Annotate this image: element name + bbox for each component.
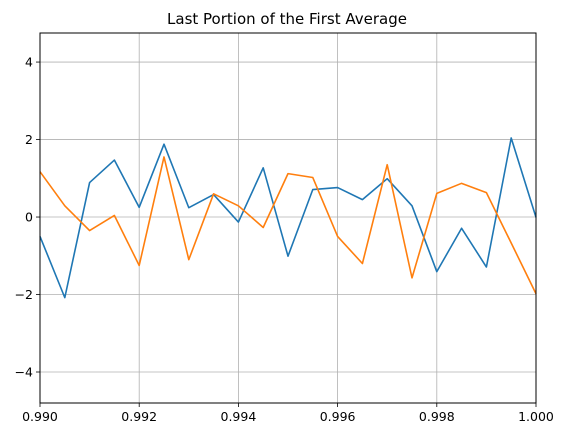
y-tick-label: 4 xyxy=(25,55,33,70)
x-tick-label: 0.994 xyxy=(221,409,257,424)
x-tick-label: 0.996 xyxy=(320,409,356,424)
grid xyxy=(39,33,537,403)
y-tick-label: 0 xyxy=(25,210,33,225)
y-tick-label: −4 xyxy=(15,365,33,380)
y-axis: −4 −2 0 2 4 xyxy=(15,55,40,380)
plot-frame xyxy=(39,32,537,404)
x-tick-label: 0.992 xyxy=(121,409,157,424)
y-tick-label: 2 xyxy=(25,132,33,147)
x-tick-label: 0.990 xyxy=(22,409,58,424)
y-tick-label: −2 xyxy=(15,287,33,302)
x-tick-label: 1.000 xyxy=(518,409,554,424)
plot-series xyxy=(39,137,537,299)
series-line-2 xyxy=(39,156,537,295)
x-axis: 0.990 0.992 0.994 0.996 0.998 1.000 xyxy=(22,403,554,424)
chart-title: Last Portion of the First Average xyxy=(167,10,407,28)
x-tick-label: 0.998 xyxy=(419,409,455,424)
series-line-1 xyxy=(39,137,537,299)
